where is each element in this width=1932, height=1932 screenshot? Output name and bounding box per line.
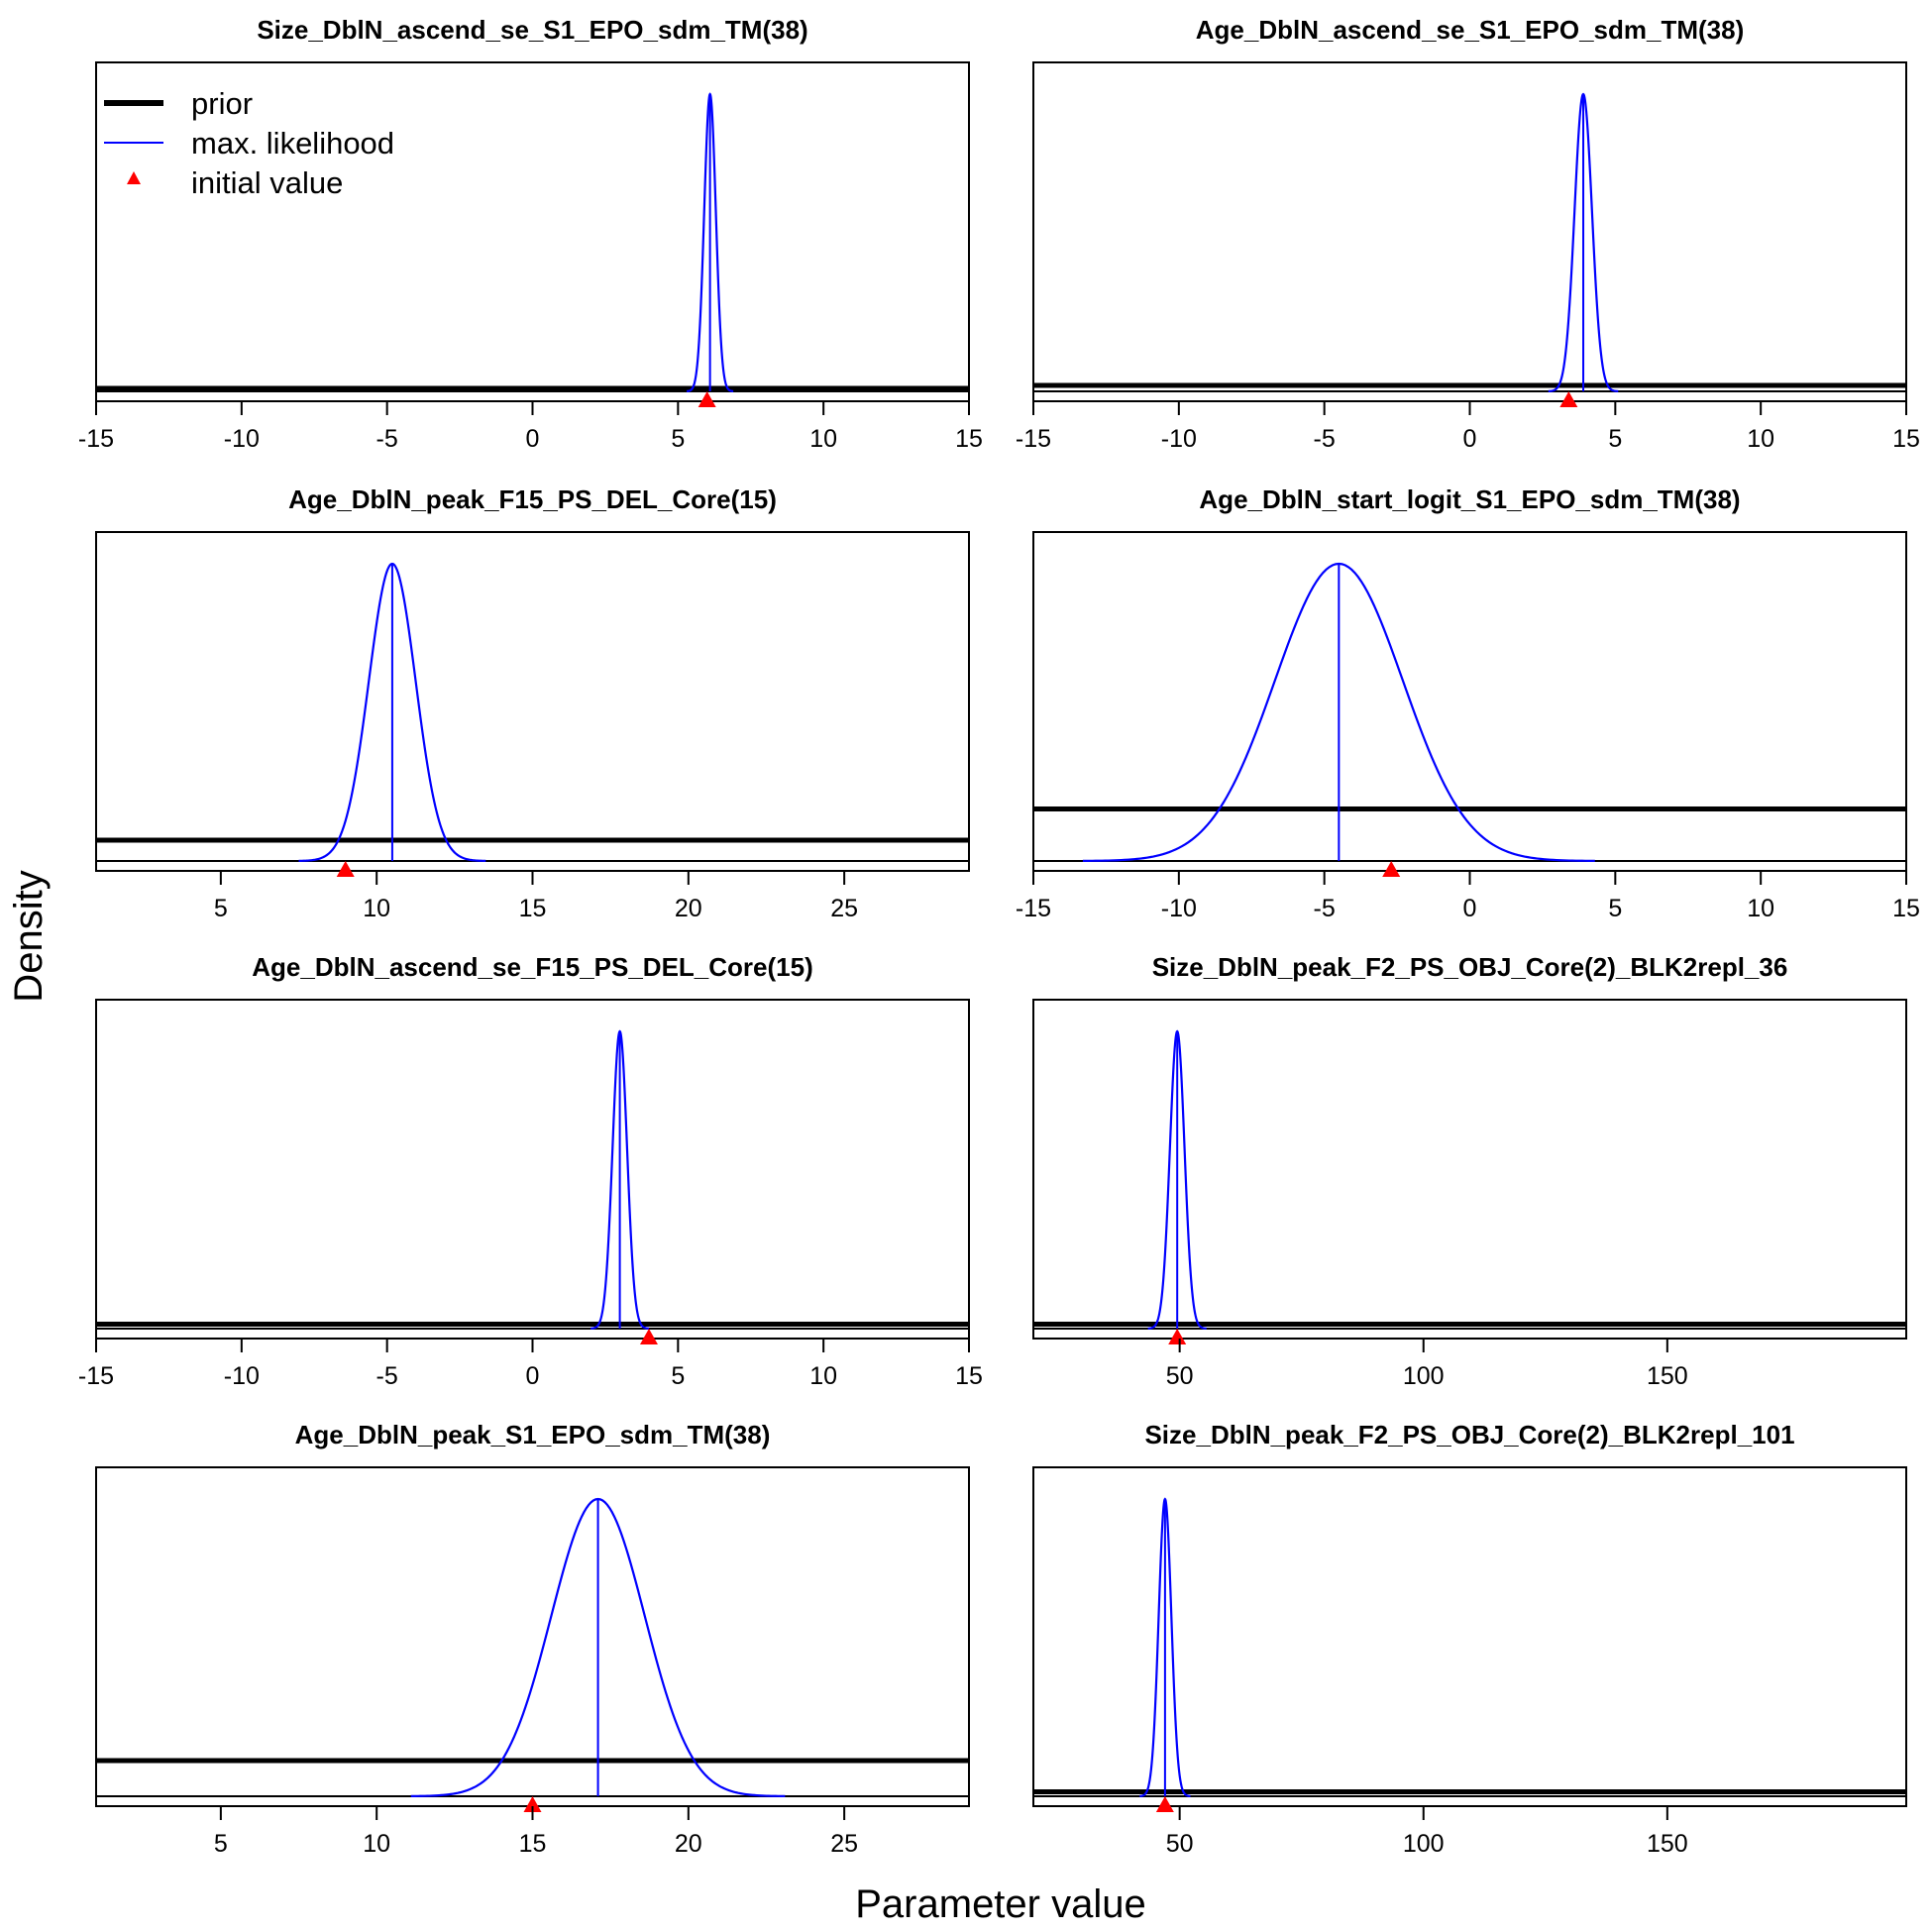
x-tick-label: 15 xyxy=(1892,895,1920,922)
x-tick-label: 5 xyxy=(1608,895,1622,922)
panel-title: Age_DblN_peak_S1_EPO_sdm_TM(38) xyxy=(295,1420,771,1449)
x-tick-label: 150 xyxy=(1647,1362,1688,1390)
x-tick-label: 100 xyxy=(1403,1362,1445,1390)
initial-value-marker xyxy=(698,391,716,407)
plot-frame xyxy=(95,1466,970,1807)
y-axis-label: Density xyxy=(7,870,51,1002)
panel-3: Age_DblN_peak_F15_PS_DEL_Core(15) 5 10 15 20… xyxy=(95,484,970,922)
panel-1: Size_DblN_ascend_se_S1_EPO_sdm_TM(38) -15… xyxy=(78,15,983,453)
x-tick-label: 100 xyxy=(1403,1830,1445,1858)
x-tick-label: -5 xyxy=(376,1362,398,1390)
x-tick-label: -15 xyxy=(1016,425,1051,453)
x-tick-label: 5 xyxy=(671,425,685,453)
plot-frame xyxy=(1032,1466,1907,1807)
legend-initial-label: initial value xyxy=(191,165,343,200)
plot-frame xyxy=(95,531,970,872)
plot-frame xyxy=(1032,531,1907,872)
x-tick-label: -10 xyxy=(1161,895,1197,922)
x-tick-label: 0 xyxy=(1463,425,1477,453)
x-tick-label: 25 xyxy=(830,1830,858,1858)
x-tick-label: -5 xyxy=(1314,895,1336,922)
x-tick-label: -10 xyxy=(224,1362,260,1390)
x-tick-label: 5 xyxy=(1608,425,1622,453)
panel-title: Age_DblN_peak_F15_PS_DEL_Core(15) xyxy=(288,484,777,514)
panel-title: Age_DblN_start_logit_S1_EPO_sdm_TM(38) xyxy=(1199,484,1740,514)
plot-frame xyxy=(1032,61,1907,402)
x-tick-label: -10 xyxy=(224,425,260,453)
x-tick-label: 20 xyxy=(675,895,702,922)
initial-value-marker xyxy=(1168,1329,1187,1344)
x-tick-label: 5 xyxy=(214,1830,228,1858)
x-tick-label: 50 xyxy=(1166,1830,1194,1858)
panel-5: Age_DblN_ascend_se_F15_PS_DEL_Core(15) -1… xyxy=(78,952,983,1390)
initial-value-marker xyxy=(523,1796,542,1812)
x-tick-label: -10 xyxy=(1161,425,1197,453)
x-tick-label: -5 xyxy=(1314,425,1336,453)
plot-frame xyxy=(1032,999,1907,1340)
x-tick-label: 15 xyxy=(519,1830,547,1858)
initial-value-marker xyxy=(1559,391,1578,407)
x-tick-label: 10 xyxy=(1747,895,1774,922)
x-tick-label: 0 xyxy=(526,1362,540,1390)
initial-value-marker xyxy=(1382,861,1401,877)
panel-2: Age_DblN_ascend_se_S1_EPO_sdm_TM(38) -15 -… xyxy=(1016,15,1920,453)
x-tick-label: 15 xyxy=(1892,425,1920,453)
legend-prior-label: prior xyxy=(191,86,253,121)
x-tick-label: 15 xyxy=(955,425,983,453)
initial-value-marker xyxy=(336,861,355,877)
panel-8: Size_DblN_peak_F2_PS_OBJ_Core(2)_BLK2rep… xyxy=(1032,1420,1907,1858)
panel-title: Size_DblN_ascend_se_S1_EPO_sdm_TM(38) xyxy=(257,15,807,45)
x-tick-label: 25 xyxy=(830,895,858,922)
x-tick-label: -15 xyxy=(78,1362,114,1390)
x-tick-label: 5 xyxy=(671,1362,685,1390)
x-tick-label: 15 xyxy=(519,895,547,922)
x-axis-label: Parameter value xyxy=(855,1882,1145,1926)
plot-frame xyxy=(95,999,970,1340)
panel-4: Age_DblN_start_logit_S1_EPO_sdm_TM(38) -1… xyxy=(1016,484,1920,922)
legend-mle-label: max. likelihood xyxy=(191,126,394,161)
x-tick-label: 10 xyxy=(363,1830,390,1858)
x-tick-label: 50 xyxy=(1166,1362,1194,1390)
legend: prior max. likelihood initial value xyxy=(104,86,394,200)
x-tick-label: 0 xyxy=(526,425,540,453)
x-tick-label: -15 xyxy=(78,425,114,453)
initial-value-marker xyxy=(639,1329,658,1344)
legend-initial-swatch xyxy=(127,171,141,184)
panel-6: Size_DblN_peak_F2_PS_OBJ_Core(2)_BLK2rep… xyxy=(1032,952,1907,1390)
x-tick-label: 10 xyxy=(363,895,390,922)
x-tick-label: 150 xyxy=(1647,1830,1688,1858)
x-tick-label: 5 xyxy=(214,895,228,922)
x-tick-label: 0 xyxy=(1463,895,1477,922)
panel-title: Size_DblN_peak_F2_PS_OBJ_Core(2)_BLK2rep… xyxy=(1152,952,1788,982)
panels: Size_DblN_ascend_se_S1_EPO_sdm_TM(38) -15… xyxy=(78,15,1920,1858)
x-tick-label: -15 xyxy=(1016,895,1051,922)
x-tick-label: 20 xyxy=(675,1830,702,1858)
x-tick-label: 15 xyxy=(955,1362,983,1390)
x-tick-label: -5 xyxy=(376,425,398,453)
x-tick-label: 10 xyxy=(809,425,837,453)
x-tick-label: 10 xyxy=(1747,425,1774,453)
panel-7: Age_DblN_peak_S1_EPO_sdm_TM(38) 5 10 15 20 25 xyxy=(95,1420,970,1858)
panel-title: Age_DblN_ascend_se_S1_EPO_sdm_TM(38) xyxy=(1196,15,1744,45)
x-tick-label: 10 xyxy=(809,1362,837,1390)
panel-title: Age_DblN_ascend_se_F15_PS_DEL_Core(15) xyxy=(252,952,812,982)
panel-title: Size_DblN_peak_F2_PS_OBJ_Core(2)_BLK2rep… xyxy=(1144,1420,1794,1449)
initial-value-marker xyxy=(1155,1796,1174,1812)
